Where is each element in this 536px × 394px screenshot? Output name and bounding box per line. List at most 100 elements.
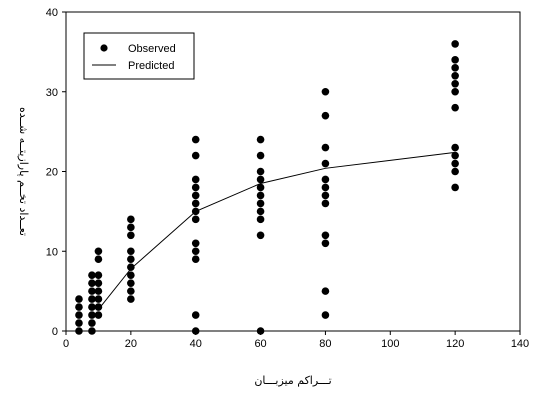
observed-point xyxy=(191,207,200,216)
observed-point xyxy=(321,159,330,168)
observed-point xyxy=(256,231,265,240)
y-tick-label: 40 xyxy=(46,7,58,19)
observed-point xyxy=(191,135,200,144)
observed-point xyxy=(321,175,330,184)
x-tick-label: 0 xyxy=(63,338,69,350)
observed-point xyxy=(321,239,330,248)
observed-point xyxy=(451,143,459,152)
observed-point xyxy=(256,327,265,335)
observed-point xyxy=(451,159,459,168)
observed-point xyxy=(321,191,330,200)
observed-point xyxy=(88,303,96,311)
y-axis-ticks: 0 10 20 30 40 xyxy=(46,7,66,338)
observed-point xyxy=(94,311,103,319)
observed-point xyxy=(88,295,96,303)
observed-point xyxy=(88,287,96,295)
observed-point xyxy=(321,199,330,208)
observed-point xyxy=(451,72,459,80)
y-tick-label: 10 xyxy=(46,246,58,258)
x-tick-label: 80 xyxy=(319,338,331,350)
observed-point xyxy=(94,287,103,295)
observed-point xyxy=(256,151,265,160)
observed-point xyxy=(321,143,330,152)
y-tick-label: 30 xyxy=(46,87,58,99)
x-tick-label: 120 xyxy=(446,338,464,350)
x-axis-ticks: 0 20 40 60 80 100 120 140 xyxy=(63,331,529,350)
observed-point xyxy=(451,79,459,88)
x-tick-label: 60 xyxy=(254,338,266,350)
x-tick-label: 140 xyxy=(511,338,529,350)
observed-point xyxy=(127,247,135,256)
observed-point xyxy=(94,279,103,287)
legend-observed-label: Observed xyxy=(128,43,176,55)
predicted-line xyxy=(98,151,456,310)
observed-point xyxy=(191,191,200,200)
x-tick-label: 100 xyxy=(381,338,399,350)
y-tick-label: 20 xyxy=(46,167,58,179)
observed-point xyxy=(451,64,459,72)
observed-point xyxy=(321,183,330,192)
observed-point xyxy=(256,175,265,184)
observed-point xyxy=(94,255,103,264)
x-tick-label: 40 xyxy=(190,338,202,350)
observed-point xyxy=(451,167,459,176)
observed-point xyxy=(451,151,459,160)
observed-point xyxy=(191,151,200,160)
observed-series xyxy=(75,40,459,335)
observed-point xyxy=(191,175,200,184)
observed-point xyxy=(191,327,200,335)
observed-point xyxy=(321,111,330,120)
observed-point xyxy=(321,231,330,240)
observed-point xyxy=(75,295,83,303)
observed-point xyxy=(321,311,330,319)
legend: Observed Predicted xyxy=(83,32,195,80)
observed-point xyxy=(256,135,265,144)
observed-point xyxy=(451,103,459,112)
observed-point xyxy=(191,183,200,192)
y-axis-title: تعــداد تخــم پارازیتــه شــده xyxy=(17,107,30,236)
observed-point xyxy=(94,295,103,303)
observed-point xyxy=(256,191,265,200)
observed-point xyxy=(191,199,200,208)
observed-point xyxy=(191,311,200,319)
observed-point xyxy=(256,199,265,208)
observed-point xyxy=(451,56,459,64)
observed-point xyxy=(191,239,200,248)
x-axis-title: تـــراکم میزبـــان xyxy=(254,374,331,387)
legend-predicted-label: Predicted xyxy=(128,60,174,72)
observed-point xyxy=(88,279,96,287)
observed-point xyxy=(75,311,83,319)
observed-point xyxy=(191,255,200,264)
observed-point xyxy=(191,215,200,224)
observed-point xyxy=(127,231,135,240)
observed-point xyxy=(75,319,83,327)
observed-point xyxy=(256,215,265,224)
observed-point xyxy=(94,303,103,311)
observed-point xyxy=(94,247,103,256)
observed-point xyxy=(256,183,265,192)
observed-point xyxy=(451,183,459,192)
y-tick-label: 0 xyxy=(52,326,58,338)
observed-point xyxy=(451,40,459,48)
observed-point xyxy=(88,319,96,327)
observed-point xyxy=(256,207,265,216)
observed-point xyxy=(451,87,459,96)
observed-point xyxy=(321,87,330,96)
observed-point xyxy=(127,255,135,264)
observed-point xyxy=(127,279,135,287)
observed-point xyxy=(94,271,103,279)
observed-point xyxy=(256,167,265,176)
legend-box xyxy=(83,32,195,80)
observed-point xyxy=(75,327,83,335)
predicted-series xyxy=(98,151,456,310)
observed-point xyxy=(321,287,330,295)
observed-point xyxy=(127,271,135,279)
observed-point xyxy=(75,303,83,311)
observed-point xyxy=(127,215,135,224)
observed-point xyxy=(191,247,200,256)
observed-point xyxy=(127,287,135,295)
observed-point xyxy=(88,327,96,335)
observed-point xyxy=(127,223,135,232)
observed-point xyxy=(88,311,96,319)
